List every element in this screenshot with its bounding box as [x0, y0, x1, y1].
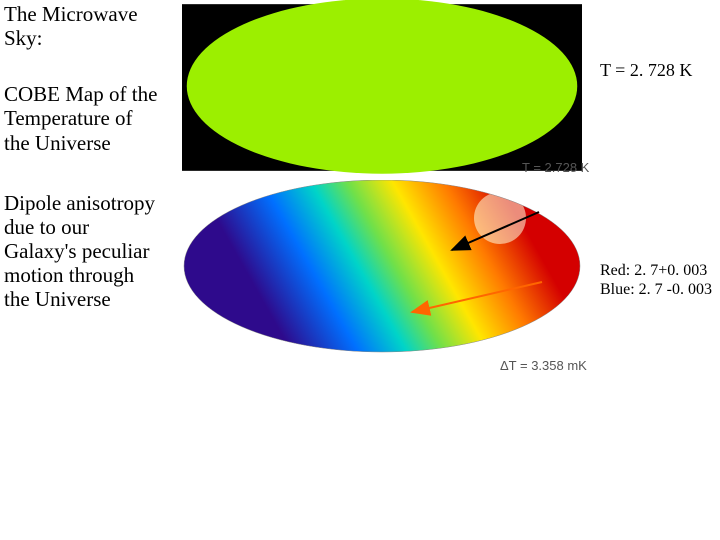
figure-area: T = 2.728 K ΔT = 3.358 mK	[172, 0, 602, 380]
left-text-column: The Microwave Sky: COBE Map of the Tempe…	[4, 2, 162, 347]
legend-red: Red: 2. 7+0. 003	[600, 261, 712, 280]
page-title: The Microwave Sky:	[4, 2, 162, 50]
caption-top-map: COBE Map of the Temperature of the Unive…	[4, 82, 162, 154]
caption-bottom-map: Dipole anisotropy due to our Galaxy's pe…	[4, 191, 162, 312]
legend-blue: Blue: 2. 7 -0. 003	[600, 280, 712, 299]
arrow-to-cold-pole	[412, 282, 542, 312]
annotation-arrows	[172, 0, 602, 380]
right-annotation-column: T = 2. 728 K Red: 2. 7+0. 003 Blue: 2. 7…	[600, 60, 712, 299]
arrow-to-hot-pole	[452, 212, 539, 250]
temperature-value: T = 2. 728 K	[600, 60, 712, 81]
